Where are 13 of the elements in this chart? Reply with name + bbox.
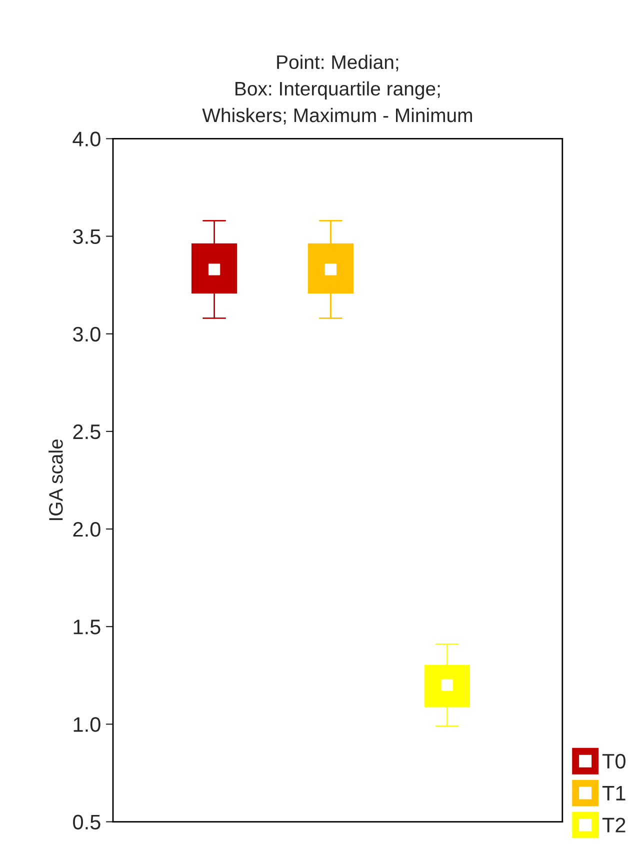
y-tick-label: 3.0 bbox=[73, 326, 100, 342]
legend-label: T0 bbox=[602, 754, 626, 769]
chart-title: Point: Median; Box: Interquartile range; Whiskers; Maximum - Minimum bbox=[202, 54, 472, 124]
y-tick-label: 1.5 bbox=[74, 620, 100, 634]
y-axis-title: IGA scale bbox=[48, 439, 63, 520]
y-tick-label: 0.5 bbox=[73, 814, 100, 830]
y-tick-label: 3.5 bbox=[73, 229, 100, 244]
legend-label: T1 bbox=[602, 786, 626, 800]
legend-label: T2 bbox=[602, 818, 626, 832]
y-tick-label: 2.5 bbox=[73, 424, 100, 440]
y-tick-label: 1.0 bbox=[74, 717, 100, 732]
y-tick-label: 4.0 bbox=[72, 132, 100, 146]
y-tick-label: 2.0 bbox=[73, 522, 100, 537]
